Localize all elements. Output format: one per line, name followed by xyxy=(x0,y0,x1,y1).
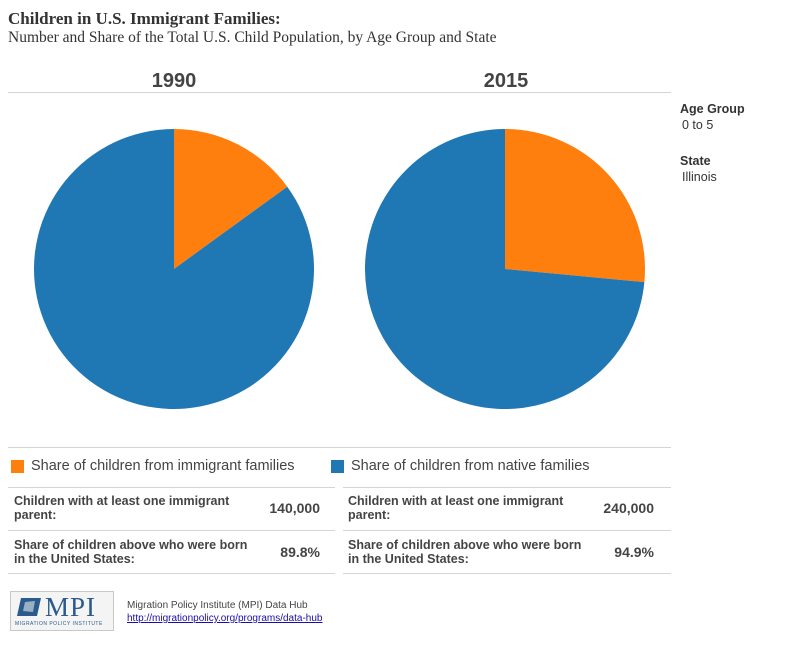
logo-subtext: MIGRATION POLICY INSTITUTE xyxy=(15,621,103,627)
pie-chart-1990 xyxy=(33,129,314,409)
stat-value: 89.8% xyxy=(280,544,320,560)
pie-charts xyxy=(33,129,645,409)
legend-swatch-immigrant xyxy=(11,459,24,473)
stat-value: 240,000 xyxy=(603,500,654,516)
stat-row-1990-born-us: Share of children above who were born in… xyxy=(14,538,320,566)
legend-item-immigrant[interactable]: Share of children from immigrant familie… xyxy=(11,458,295,474)
pie-chart-2015 xyxy=(364,129,645,409)
stats-divider-left-top xyxy=(8,487,335,488)
stat-label: Children with at least one immigrant par… xyxy=(14,494,230,522)
legend-top-divider xyxy=(8,447,671,448)
age-group-value[interactable]: 0 to 5 xyxy=(682,118,714,132)
pie-1990-slice-native[interactable] xyxy=(33,129,314,409)
stat-value: 140,000 xyxy=(269,500,320,516)
stats-divider-right-top xyxy=(343,487,671,488)
credit-text: Migration Policy Institute (MPI) Data Hu… xyxy=(127,600,308,611)
page-subtitle: Number and Share of the Total U.S. Child… xyxy=(8,29,497,46)
mpi-logo[interactable]: MPI MIGRATION POLICY INSTITUTE xyxy=(10,591,114,631)
page-title: Children in U.S. Immigrant Families: xyxy=(8,9,281,28)
age-group-label: Age Group xyxy=(680,102,745,116)
state-label: State xyxy=(680,154,711,168)
legend-label-immigrant: Share of children from immigrant familie… xyxy=(31,458,295,474)
stat-label: Share of children above who were born in… xyxy=(14,538,248,566)
pie-title-2015: 2015 xyxy=(483,70,529,92)
stat-label: Share of children above who were born in… xyxy=(348,538,582,566)
pie-2015-slice-native[interactable] xyxy=(364,129,645,409)
state-value[interactable]: Illinois xyxy=(682,170,717,184)
stats-divider-left-bottom xyxy=(8,573,335,574)
stat-label: Children with at least one immigrant par… xyxy=(348,494,564,522)
filter-panel: Age Group 0 to 5 State Illinois xyxy=(680,102,745,184)
stat-value: 94.9% xyxy=(614,544,654,560)
stats-divider-left-mid xyxy=(8,530,335,531)
legend-item-native[interactable]: Share of children from native families xyxy=(331,458,590,474)
legend-swatch-native xyxy=(331,459,344,473)
stat-row-2015-immigrant-parent: Children with at least one immigrant par… xyxy=(348,494,654,522)
stats-divider-right-bottom xyxy=(343,573,671,574)
pie-1990-slice-immigrant[interactable] xyxy=(174,129,288,269)
mpi-globe-icon xyxy=(17,598,41,616)
pie-title-1990: 1990 xyxy=(151,70,197,92)
header-divider xyxy=(8,92,671,93)
stat-row-2015-born-us: Share of children above who were born in… xyxy=(348,538,654,566)
data-hub-link[interactable]: http://migrationpolicy.org/programs/data… xyxy=(127,613,323,624)
stats-divider-right-mid xyxy=(343,530,671,531)
pie-2015-slice-immigrant[interactable] xyxy=(505,129,645,283)
logo-text: MPI xyxy=(45,592,97,622)
legend-label-native: Share of children from native families xyxy=(351,458,590,474)
stat-row-1990-immigrant-parent: Children with at least one immigrant par… xyxy=(14,494,320,522)
